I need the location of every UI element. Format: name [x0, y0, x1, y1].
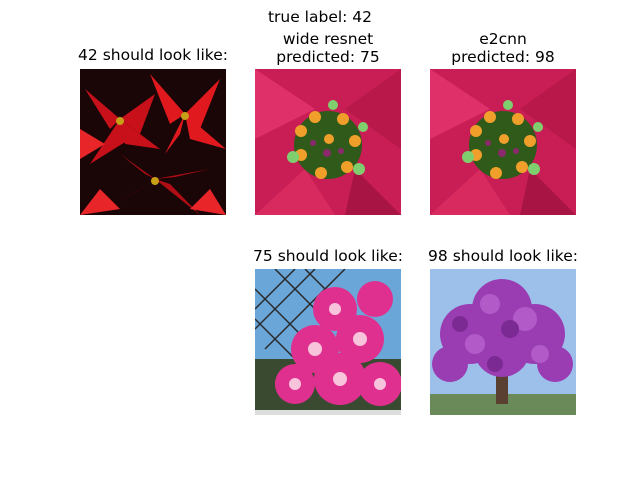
purple-flowering-tree-photo [430, 269, 576, 415]
e2cnn-prediction: predicted: 98 [451, 48, 555, 66]
pink-flower-closeup-photo-e2cnn [430, 69, 576, 215]
panel-title-class75: 75 should look like: [253, 247, 403, 265]
suptitle: true label: 42 [267, 8, 373, 26]
wide-resnet-model-label: wide resnet [282, 30, 374, 48]
panel-title-e2cnn: e2cnn predicted: 98 [403, 30, 603, 66]
red-poinsettia-photo [80, 69, 226, 215]
pink-flower-closeup-photo-wide-resnet [255, 69, 401, 215]
wide-resnet-prediction: predicted: 75 [276, 48, 380, 66]
panel-title-class98: 98 should look like: [428, 247, 578, 265]
pink-roses-fence-photo [255, 269, 401, 415]
panel-title-wide-resnet: wide resnet predicted: 75 [228, 30, 428, 66]
e2cnn-model-label: e2cnn [479, 30, 527, 48]
panel-title-original: 42 should look like: [78, 46, 228, 64]
